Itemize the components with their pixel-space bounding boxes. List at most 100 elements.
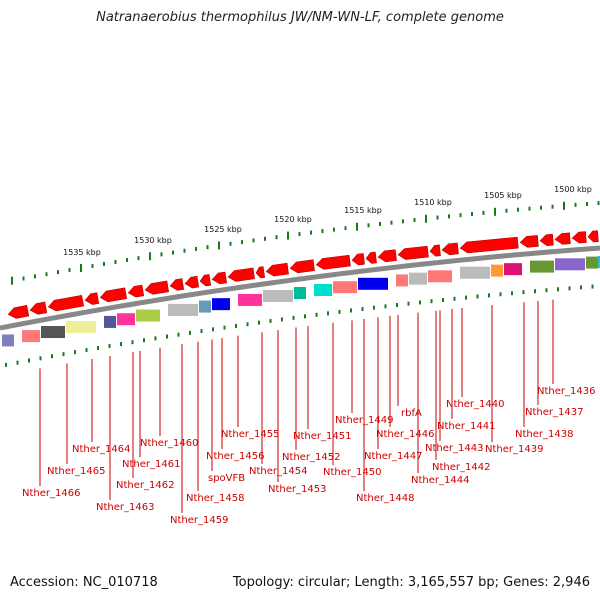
protein-domain-block	[428, 270, 452, 283]
gene-label-nther_1436: Nther_1436	[537, 386, 595, 397]
gene-label-nther_1452: Nther_1452	[282, 452, 340, 463]
protein-domain-block	[41, 326, 65, 339]
map-title: Natranaerobius thermophilus JW/NM-WN-LF,…	[96, 10, 504, 25]
scale-tick	[459, 213, 462, 218]
gene-arrow	[571, 231, 587, 244]
scale-tick	[528, 206, 531, 211]
gene-label-nther_1451: Nther_1451	[293, 431, 351, 442]
protein-domain-block	[598, 256, 600, 268]
protein-domain-block	[22, 330, 40, 343]
inner-tick	[465, 295, 467, 300]
accession-text: Accession: NC_010718	[10, 575, 158, 590]
protein-domain-block	[238, 293, 262, 306]
inner-tick	[327, 311, 329, 316]
gene-arrow	[144, 280, 170, 295]
gene-arrow	[169, 278, 185, 291]
inner-tick	[419, 300, 421, 305]
gene-label-nther_1443: Nther_1443	[425, 443, 483, 454]
gene-arrow	[29, 301, 48, 315]
scale-tick	[517, 207, 519, 212]
scale-tick	[160, 252, 163, 257]
scale-tick	[195, 246, 197, 251]
inner-tick	[62, 352, 65, 357]
scale-tick	[34, 274, 36, 279]
scale-tick	[321, 229, 324, 234]
protein-domain-block	[358, 277, 388, 290]
inner-tick	[16, 360, 19, 365]
protein-domain-block	[396, 274, 408, 287]
gene-arrow	[377, 249, 397, 263]
gene-label-spovfb: spoVFB	[208, 473, 245, 484]
gene-arrow	[397, 245, 429, 260]
inner-tick	[304, 314, 306, 319]
gene-label-nther_1459: Nther_1459	[170, 515, 228, 526]
scale-tick	[333, 227, 335, 232]
scale-tick	[344, 226, 347, 231]
scale-label: 1530 kbp	[134, 236, 172, 245]
protein-domain-block	[199, 300, 211, 313]
inner-tick	[488, 293, 490, 298]
gene-label-nther_1462: Nther_1462	[116, 480, 174, 491]
inner-tick	[120, 342, 122, 347]
scale-tick	[574, 202, 577, 207]
scale-tick	[241, 240, 243, 245]
gene-arrow	[84, 292, 100, 305]
gene-arrow	[365, 251, 377, 264]
protein-domain-block	[409, 272, 427, 285]
scale-tick	[252, 238, 255, 243]
scale-tick	[413, 218, 416, 223]
inner-tick	[476, 294, 479, 299]
scale-tick	[425, 214, 427, 223]
gene-label-nther_1439: Nther_1439	[485, 444, 543, 455]
inner-tick	[453, 296, 456, 301]
inner-tick	[511, 291, 513, 296]
gene-label-nther_1464: Nther_1464	[72, 444, 130, 455]
inner-tick	[534, 289, 536, 294]
gene-label-nther_1440: Nther_1440	[446, 399, 504, 410]
scale-tick	[229, 241, 232, 246]
gene-arrow	[7, 304, 30, 319]
gene-label-nther_1446: Nther_1446	[376, 429, 434, 440]
gene-arrow	[47, 294, 84, 312]
scale-tick	[597, 201, 600, 206]
scale-label: 1510 kbp	[414, 198, 452, 207]
inner-tick	[281, 317, 283, 322]
gene-arrow	[289, 259, 315, 274]
inner-tick	[246, 322, 249, 327]
inner-tick	[373, 305, 375, 310]
inner-tick	[315, 312, 318, 317]
protein-domain-block	[460, 266, 490, 279]
gene-arrow	[459, 236, 519, 254]
scale-label: 1525 kbp	[204, 225, 242, 234]
gene-label-nther_1453: Nther_1453	[268, 484, 326, 495]
gene-label-nther_1458: Nther_1458	[186, 493, 244, 504]
gene-arrow	[99, 287, 128, 303]
inner-tick	[338, 309, 341, 314]
scale-tick	[45, 272, 48, 277]
scale-tick	[57, 270, 59, 275]
scale-tick	[183, 248, 186, 253]
inner-tick	[568, 286, 571, 291]
protein-domain-block	[2, 334, 14, 347]
gene-arrow	[351, 253, 365, 266]
inner-tick	[522, 290, 525, 295]
inner-tick	[97, 346, 99, 351]
protein-domain-block	[168, 303, 198, 316]
inner-tick	[154, 336, 157, 341]
scale-tick	[436, 215, 439, 220]
gene-arrow	[554, 232, 571, 245]
inner-tick	[143, 338, 145, 343]
protein-domain-block	[314, 283, 332, 296]
scale-tick	[137, 256, 140, 261]
scale-tick	[275, 235, 278, 240]
inner-tick	[131, 340, 134, 345]
scale-label: 1520 kbp	[274, 215, 312, 224]
scale-tick	[114, 260, 117, 265]
scale-tick	[80, 263, 82, 272]
inner-tick	[5, 362, 7, 367]
inner-tick	[545, 288, 548, 293]
protein-domain-block	[586, 256, 598, 269]
gene-label-nther_1455: Nther_1455	[221, 429, 279, 440]
protein-domain-block	[66, 320, 96, 333]
